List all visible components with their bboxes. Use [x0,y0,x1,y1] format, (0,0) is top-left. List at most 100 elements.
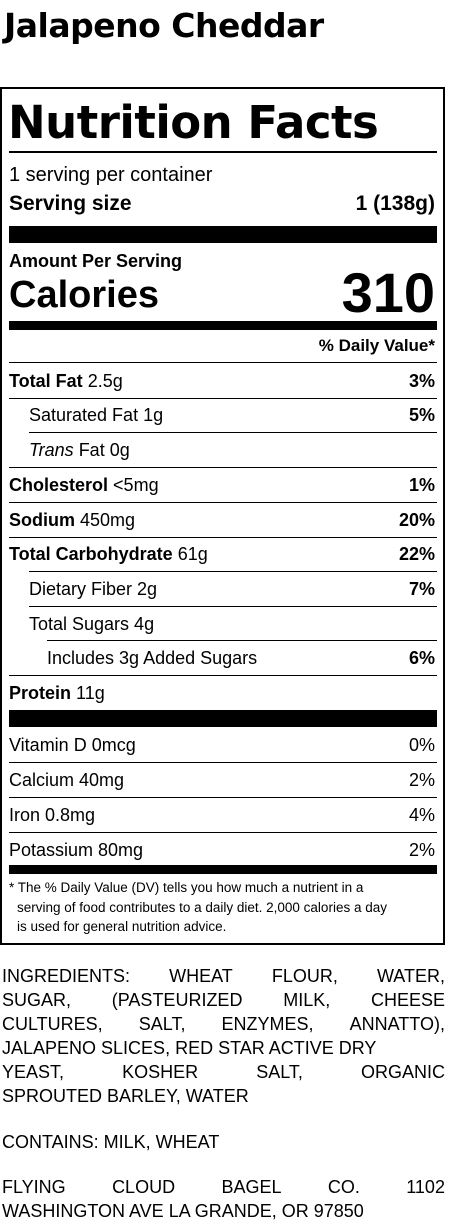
sodium-row: Sodium 450mg [9,510,135,531]
word: CULTURES, [2,1014,103,1034]
total-fat-row: Total Fat 2.5g [9,371,123,392]
nutrient-amount: <5mg [113,475,159,495]
divider [29,606,437,607]
word: BAGEL [221,1177,282,1197]
saturated-fat: Saturated Fat 1g [29,405,164,425]
daily-value-footnote: * The % Daily Value (DV) tells you how m… [9,878,439,937]
nutrient-amount: 450mg [80,510,136,530]
divider [9,675,437,676]
nutrition-facts-heading: Nutrition Facts [8,96,379,149]
ingredients-line: INGREDIENTS: WHEAT FLOUR, WATER, [2,964,445,988]
thick-divider [9,710,437,727]
protein-row: Protein 11g [9,683,105,704]
word: 1102 [406,1177,445,1197]
ingredients-line: JALAPENO SLICES, RED STAR ACTIVE DRY [2,1036,445,1060]
manufacturer-address: FLYING CLOUD BAGEL CO. 1102 WASHINGTON A… [2,1175,445,1223]
ingredients-line: CULTURES, SALT, ENZYMES, ANNATTO), [2,1012,445,1036]
word: SALT, [256,1062,303,1082]
vitamin-d-dv: 0% [408,735,435,755]
servings-per-container: 1 serving per container [9,164,213,186]
divider [9,467,437,468]
calories-value: 310 [341,261,435,324]
divider [47,640,437,641]
word: KOSHER [122,1062,199,1082]
word: MILK, [283,990,331,1010]
total-fat-dv: 3% [408,371,435,391]
word: WATER, [376,966,445,986]
nutrient-name: Total Fat [9,371,83,391]
word: CHEESE [370,990,445,1010]
word: SALT, [138,1014,186,1034]
medium-divider [9,321,437,330]
nutrient-amount: 61g [177,544,208,564]
nutrition-facts-panel [0,87,445,945]
footnote-line: serving of food contributes to a daily d… [17,899,387,915]
cholesterol-dv: 1% [408,475,435,495]
potassium-dv: 2% [408,840,435,860]
saturated-fat-dv: 5% [408,405,435,425]
trans-label: Trans [29,440,74,460]
word: SUGAR, [2,990,72,1010]
divider [9,362,437,363]
thick-divider [9,226,437,243]
amount-per-serving: Amount Per Serving [9,251,183,271]
nutrient-name: Cholesterol [9,475,109,495]
word: ORGANIC [360,1062,445,1082]
divider [9,832,437,833]
nutrient-name: Protein [9,683,72,703]
word: FLOUR, [271,966,338,986]
ingredients-line: SPROUTED BARLEY, WATER [2,1084,445,1108]
word: (PASTEURIZED [111,990,243,1010]
divider [9,398,437,399]
word: WHEAT [169,966,233,986]
ingredients: INGREDIENTS: WHEAT FLOUR, WATER, SUGAR, … [2,964,445,1108]
total-sugars: Total Sugars 4g [29,614,155,634]
trans-fat-amount: Fat 0g [73,440,130,460]
vitamin-d: Vitamin D 0mcg [9,735,136,755]
address-line: WASHINGTON AVE LA GRANDE, OR 97850 [2,1201,364,1221]
dietary-fiber-dv: 7% [408,579,435,599]
ingredients-line: YEAST, KOSHER SALT, ORGANIC [2,1060,445,1084]
serving-size-label: Serving size [9,192,132,215]
footnote-line: * The % Daily Value (DV) tells you how m… [9,880,364,895]
calcium: Calcium 40mg [9,770,125,790]
word: JALAPENO SLICES, RED STAR ACTIVE DRY [2,1038,377,1058]
daily-value-header: % Daily Value* [318,336,435,355]
word: CLOUD [112,1177,176,1197]
divider [9,537,437,538]
nutrient-amount: 2.5g [87,371,123,391]
dietary-fiber: Dietary Fiber 2g [29,579,158,599]
nutrient-amount: 11g [76,683,105,703]
cholesterol-row: Cholesterol <5mg [9,475,159,496]
divider [29,571,437,572]
divider [9,797,437,798]
total-carbohydrate-dv: 22% [398,544,435,564]
nutrient-name: Sodium [9,510,75,530]
added-sugars-dv: 6% [408,648,435,668]
divider [9,151,437,153]
divider [29,432,437,433]
word: CO. [327,1177,360,1197]
iron: Iron 0.8mg [9,805,96,825]
nutrient-name: Total Carbohydrate [9,544,173,564]
serving-size-value: 1 (138g) [355,192,435,215]
trans-fat: Trans Fat 0g [29,440,130,461]
allergen-statement: CONTAINS: MILK, WHEAT [2,1132,220,1152]
address-line: FLYING CLOUD BAGEL CO. 1102 [2,1175,445,1199]
sodium-dv: 20% [398,510,435,530]
calories-label: Calories [9,274,159,316]
medium-divider [9,865,437,874]
word: ENZYMES, [221,1014,314,1034]
ingredients-line: SUGAR, (PASTEURIZED MILK, CHEESE [2,988,445,1012]
divider [9,762,437,763]
total-carbohydrate-row: Total Carbohydrate 61g [9,544,208,565]
word: FLYING [2,1177,66,1197]
footnote-line: is used for general nutrition advice. [17,919,227,934]
word: YEAST, [2,1062,65,1082]
iron-dv: 4% [408,805,435,825]
word: INGREDIENTS: [2,966,131,986]
word: ANNATTO), [349,1014,445,1034]
calcium-dv: 2% [408,770,435,790]
product-title: Jalapeno Cheddar [4,6,324,45]
word: SPROUTED BARLEY, WATER [2,1086,249,1106]
